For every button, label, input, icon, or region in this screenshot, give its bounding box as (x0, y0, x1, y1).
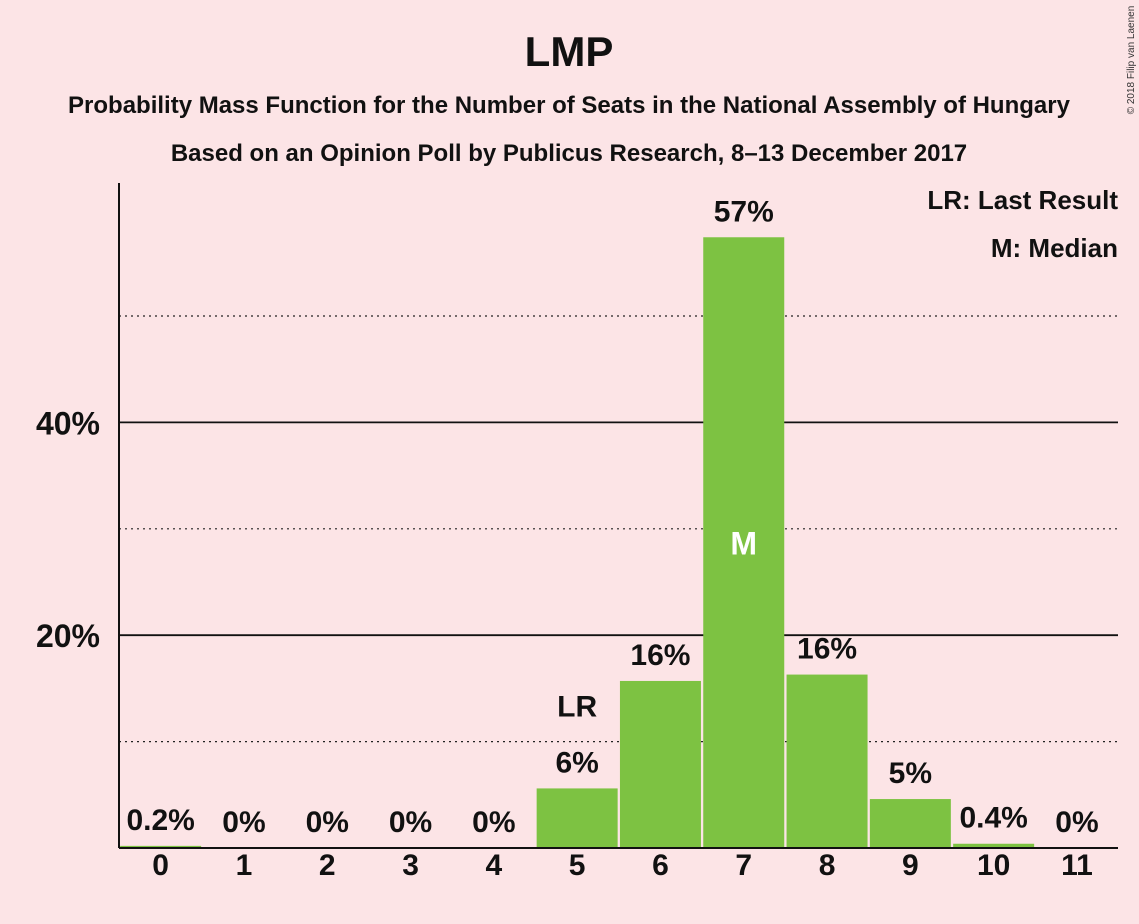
axes-group (118, 183, 1118, 849)
x-tick-label: 10 (977, 849, 1010, 882)
data-label-1: 0% (222, 806, 265, 839)
data-label-10: 0.4% (959, 802, 1027, 835)
bar-0 (120, 845, 202, 848)
median-marker: M (730, 526, 757, 562)
x-tick-label: 11 (1061, 849, 1093, 882)
data-label-11: 0% (1055, 806, 1098, 839)
legend-last-result: LR: Last Result (927, 185, 1118, 215)
data-label-0: 0.2% (126, 804, 194, 837)
bar-5 (536, 788, 618, 848)
x-tick-label: 9 (902, 849, 919, 882)
data-labels-group: 0.2% 0 0% 1 0% 2 0% 3 0% 4 6% 5 LR 16% 6 57% 7 M 16% 8 5% 9 0.… (126, 195, 1098, 882)
copyright-text: © 2018 Filip van Laenen (1126, 6, 1137, 115)
y-tick-label: 20% (36, 618, 100, 654)
legend-median: M: Median (991, 233, 1118, 263)
bar-9 (869, 799, 951, 848)
x-tick-label: 8 (819, 849, 836, 882)
data-label-6: 16% (630, 639, 690, 672)
last-result-marker: LR (557, 690, 597, 723)
data-label-9: 5% (889, 757, 932, 790)
data-label-5: 6% (555, 746, 598, 779)
chart-subtitle-1: Probability Mass Function for the Number… (68, 92, 1071, 119)
x-tick-label: 1 (236, 849, 253, 882)
x-tick-label: 3 (402, 849, 419, 882)
bars-group (120, 237, 1035, 848)
x-tick-label: 2 (319, 849, 336, 882)
chart-subtitle-2: Based on an Opinion Poll by Publicus Res… (171, 140, 967, 167)
y-tick-label: 40% (36, 405, 100, 441)
x-tick-label: 7 (735, 849, 752, 882)
data-label-7: 57% (714, 195, 774, 228)
x-tick-label: 4 (486, 849, 503, 882)
bar-6 (619, 680, 701, 848)
x-tick-label: 6 (652, 849, 669, 882)
bar-7 (703, 237, 785, 848)
bar-8 (786, 674, 868, 848)
data-label-3: 0% (389, 806, 432, 839)
data-label-8: 16% (797, 633, 857, 666)
data-label-4: 0% (472, 806, 515, 839)
gridlines: 20% 40% (36, 315, 1118, 743)
x-tick-label: 0 (152, 849, 169, 882)
chart-title: LMP (525, 28, 614, 75)
bar-10 (953, 843, 1035, 848)
data-label-2: 0% (306, 806, 349, 839)
x-tick-label: 5 (569, 849, 586, 882)
